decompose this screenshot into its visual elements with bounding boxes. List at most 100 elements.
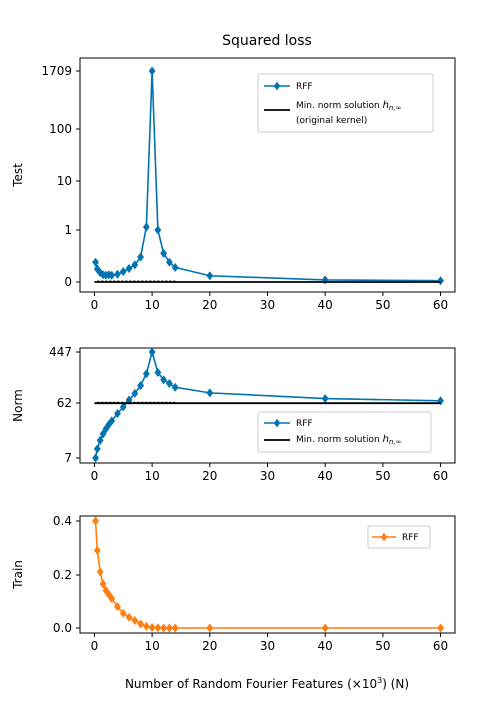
x-axis-label: Number of Random Fourier Features (×103)… bbox=[125, 676, 409, 691]
x-tick-label: 60 bbox=[433, 639, 448, 653]
x-tick-label: 20 bbox=[202, 469, 217, 483]
x-tick-label: 40 bbox=[318, 298, 333, 312]
x-tick-label: 30 bbox=[260, 469, 275, 483]
data-point bbox=[96, 435, 104, 445]
data-point bbox=[165, 378, 173, 389]
legend-label-rff: RFF bbox=[296, 419, 313, 429]
data-point bbox=[165, 257, 173, 267]
data-point bbox=[92, 516, 100, 526]
x-tick-label: 20 bbox=[202, 298, 217, 312]
data-point bbox=[131, 260, 139, 270]
data-point bbox=[119, 608, 127, 618]
legend-marker-rff bbox=[380, 532, 388, 542]
data-point bbox=[171, 623, 179, 633]
data-point bbox=[437, 623, 445, 633]
legend-label-min-norm-line2: (original kernel) bbox=[296, 116, 367, 126]
data-point bbox=[171, 382, 179, 392]
panel-2: 0 10 20 30 40 50 60 7 62 447 Norm RFF Min. norm solu… bbox=[11, 345, 456, 483]
legend-marker-rff bbox=[273, 418, 281, 428]
data-point bbox=[160, 375, 168, 385]
data-point bbox=[125, 263, 133, 274]
data-point bbox=[437, 276, 445, 286]
y-tick-label: 10 bbox=[57, 174, 72, 188]
data-point bbox=[142, 621, 150, 632]
data-point bbox=[154, 225, 162, 235]
data-point bbox=[92, 257, 100, 267]
data-point bbox=[108, 270, 116, 280]
x-tick-label: 50 bbox=[375, 469, 390, 483]
x-tick-label: 20 bbox=[202, 639, 217, 653]
y-tick-label: 0.4 bbox=[53, 514, 72, 528]
x-tick-label: 60 bbox=[433, 298, 448, 312]
x-tick-label: 30 bbox=[260, 639, 275, 653]
data-point bbox=[114, 269, 121, 279]
y-tick-label: 100 bbox=[49, 122, 72, 136]
panel-3: 0 10 20 30 40 50 60 0.0 0.2 0.4 Train RFF Number of … bbox=[11, 514, 456, 691]
chart-title: Squared loss bbox=[222, 33, 312, 49]
y-axis-label: Norm bbox=[11, 389, 25, 422]
data-point bbox=[171, 262, 179, 273]
x-tick-label: 40 bbox=[318, 469, 333, 483]
data-point bbox=[119, 266, 127, 277]
data-point bbox=[142, 369, 150, 379]
y-axis-label: Train bbox=[11, 560, 25, 590]
data-point bbox=[131, 388, 139, 399]
data-point bbox=[154, 367, 162, 378]
legend-box bbox=[257, 411, 432, 453]
data-point bbox=[92, 453, 100, 463]
data-point bbox=[142, 222, 150, 232]
legend-marker-rff bbox=[273, 81, 281, 91]
x-tick-label: 10 bbox=[144, 469, 159, 483]
data-point bbox=[321, 623, 329, 633]
y-tick-label: 1 bbox=[64, 223, 72, 237]
data-point bbox=[137, 619, 145, 629]
panel-1: 0 10 20 30 40 50 60 0 1 10 100 1709 Test RFF Min. norm… bbox=[11, 57, 456, 312]
data-point bbox=[148, 347, 156, 357]
x-tick-label: 10 bbox=[144, 298, 159, 312]
x-tick-label: 60 bbox=[433, 469, 448, 483]
legend-label-rff: RFF bbox=[402, 533, 419, 543]
y-tick-label: 0.0 bbox=[53, 621, 72, 635]
legend-label-min-norm: Min. norm solution hn,∞ bbox=[296, 434, 401, 446]
y-tick-label: 62 bbox=[57, 396, 72, 410]
x-tick-label: 30 bbox=[260, 298, 275, 312]
legend-box bbox=[257, 73, 434, 133]
data-point bbox=[160, 248, 168, 259]
x-tick-label: 0 bbox=[91, 639, 99, 653]
data-point bbox=[206, 623, 214, 633]
data-point bbox=[165, 623, 173, 633]
y-axis-label: Test bbox=[11, 163, 25, 188]
x-tick-label: 50 bbox=[375, 298, 390, 312]
data-point bbox=[148, 66, 156, 76]
data-point bbox=[93, 444, 101, 454]
data-point bbox=[125, 612, 133, 622]
y-tick-label: 1709 bbox=[41, 64, 72, 78]
legend: RFF bbox=[367, 525, 431, 549]
data-point bbox=[96, 567, 104, 577]
data-point bbox=[137, 252, 145, 262]
y-tick-label: 0.2 bbox=[53, 568, 72, 582]
data-point bbox=[99, 429, 107, 439]
x-tick-label: 10 bbox=[144, 639, 159, 653]
data-point bbox=[206, 271, 214, 281]
data-point bbox=[114, 601, 121, 612]
legend-box bbox=[367, 525, 431, 549]
data-point bbox=[114, 408, 121, 419]
data-point bbox=[148, 622, 156, 633]
data-point bbox=[206, 388, 214, 398]
data-point bbox=[119, 402, 127, 412]
legend: RFF Min. norm solution hn,∞ bbox=[257, 411, 432, 453]
legend: RFF Min. norm solution hn,∞ (original kern… bbox=[257, 73, 434, 133]
y-tick-label: 447 bbox=[49, 345, 72, 359]
legend-label-rff: RFF bbox=[296, 82, 313, 92]
x-tick-label: 0 bbox=[91, 469, 99, 483]
data-point bbox=[93, 545, 101, 556]
y-tick-label: 7 bbox=[64, 451, 72, 465]
data-point bbox=[137, 380, 145, 391]
data-point bbox=[321, 393, 329, 404]
x-tick-label: 50 bbox=[375, 639, 390, 653]
data-point bbox=[99, 579, 107, 589]
x-tick-label: 0 bbox=[91, 298, 99, 312]
data-point bbox=[154, 623, 162, 633]
